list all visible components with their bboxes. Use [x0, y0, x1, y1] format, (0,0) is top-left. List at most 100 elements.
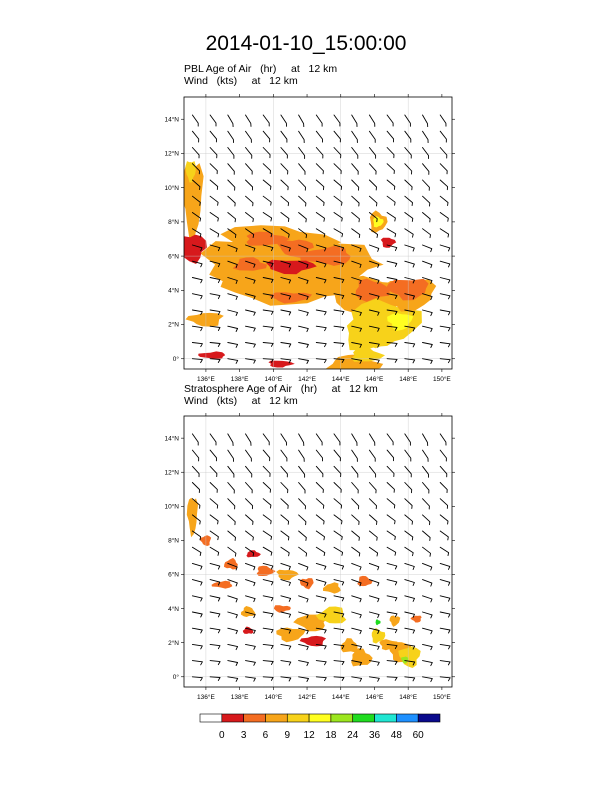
wind-barb [351, 482, 359, 494]
x-tick-label: 138°E [231, 375, 249, 383]
wind-barb [404, 449, 412, 462]
wind-barb [298, 163, 306, 175]
wind-barb [227, 562, 238, 571]
wind-barb [315, 244, 327, 252]
pbl-age-region [185, 161, 196, 183]
pbl-age-region [220, 272, 363, 306]
wind-barb [386, 244, 398, 252]
stratosphere-age-map: 136°E 138°E 140°E 142°E 144°E 146°E 148°E 150°E… [164, 413, 455, 701]
wind-barb [386, 309, 398, 315]
wind-barb [280, 130, 288, 143]
wind-barb [262, 514, 272, 525]
wind-barb [262, 627, 274, 634]
wind-barb [422, 228, 431, 239]
wind-barb [191, 228, 202, 238]
wind-barb [351, 195, 360, 207]
wind-barb [333, 627, 345, 634]
wind-barb [422, 546, 431, 557]
wind-barb [191, 277, 203, 284]
wind-barb [368, 114, 376, 127]
wind-barb [351, 449, 358, 462]
wind-barb [386, 212, 396, 222]
wind-barb [209, 482, 218, 493]
y-tick-label: 6°N [168, 252, 179, 260]
stratosphere-age-region [224, 557, 238, 570]
wind-barb [351, 325, 362, 332]
wind-barb [245, 643, 256, 650]
wind-barb [245, 482, 253, 494]
wind-barb [209, 325, 221, 331]
wind-barb [262, 579, 274, 586]
y-tick-label: 10°N [164, 184, 179, 192]
pbl-age-region [185, 312, 224, 327]
wind-barb [191, 325, 203, 332]
x-tick-label: 148°E [399, 375, 417, 383]
wind-barb [298, 627, 309, 635]
wind-barb [227, 530, 236, 541]
wind-barb [439, 358, 451, 364]
wind-barb [209, 449, 217, 462]
wind-barb [245, 514, 254, 525]
colorbar-swatch [396, 713, 419, 723]
wind-barb [422, 595, 433, 603]
wind-barb [386, 130, 395, 143]
wind-barb [439, 309, 451, 316]
wind-barb [191, 660, 203, 666]
wind-barb [439, 195, 449, 206]
wind-barb [227, 260, 238, 269]
wind-barb [191, 611, 203, 618]
wind-barb [404, 676, 416, 682]
wind-barb [280, 212, 290, 222]
wind-barb [315, 163, 324, 175]
wind-barb [315, 309, 327, 316]
pbl-age-region [198, 351, 226, 360]
wind-barb [404, 514, 413, 525]
wind-barb [315, 562, 327, 570]
wind-barb [404, 546, 414, 557]
wind-barb [191, 244, 203, 252]
colorbar-label: 3 [240, 730, 247, 741]
wind-barb [209, 660, 221, 666]
stratosphere-age-region [276, 627, 306, 643]
wind-barb [439, 147, 448, 159]
wind-barb [368, 293, 380, 300]
wind-barb [422, 514, 431, 526]
wind-barb [227, 465, 235, 478]
wind-barb [333, 358, 345, 363]
panel2-wind-label: Wind (kts) at 12 km [184, 395, 298, 407]
wind-barb [351, 163, 359, 175]
wind-barb [191, 114, 199, 127]
wind-barb [439, 562, 451, 570]
wind-barb [191, 579, 203, 586]
wind-barb [262, 179, 272, 190]
wind-barb [333, 228, 344, 238]
wind-barb [422, 530, 431, 541]
wind-barb [368, 465, 377, 478]
wind-barb [191, 465, 200, 478]
wind-barb [209, 260, 221, 268]
wind-barb [404, 114, 411, 127]
wind-barb [191, 449, 200, 462]
wind-barbs [191, 114, 451, 364]
wind-barb [280, 562, 291, 571]
pbl-age-map: 136°E 138°E 140°E 142°E 144°E 146°E 148°E 150°E… [164, 94, 455, 383]
wind-barb [280, 358, 292, 364]
wind-barb [422, 163, 430, 175]
wind-barb [245, 114, 252, 127]
wind-barb [227, 277, 238, 284]
wind-barb [227, 579, 238, 587]
wind-barb [439, 212, 449, 222]
wind-barb [404, 342, 416, 348]
x-tick-label: 144°E [332, 693, 350, 701]
wind-barb [333, 514, 343, 525]
wind-barb [404, 309, 416, 316]
wind-barb [227, 449, 234, 462]
wind-barb [227, 163, 235, 175]
wind-barb [227, 114, 234, 128]
wind-barb [245, 546, 255, 557]
pbl-age-region [346, 313, 403, 351]
wind-barb [351, 660, 362, 666]
wind-barb [191, 627, 203, 634]
wind-barb [245, 579, 256, 587]
wind-barb [422, 611, 433, 619]
